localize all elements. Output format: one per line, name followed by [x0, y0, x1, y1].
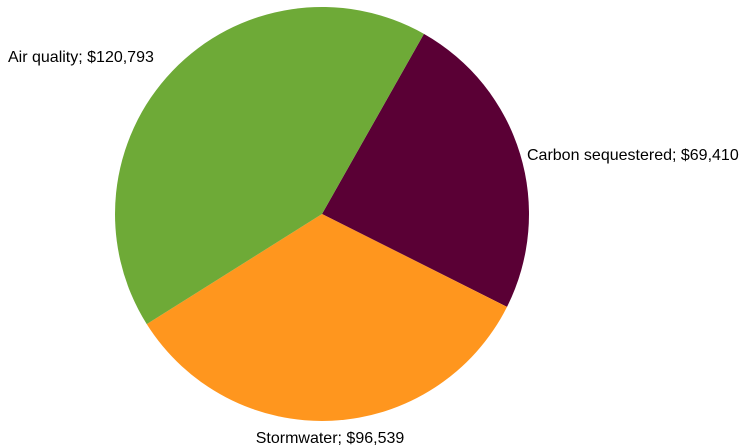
slice-label-carbon-sequestered: Carbon sequestered; $69,410 — [527, 147, 739, 164]
pie-slice-carbon-sequestered — [322, 33, 529, 307]
pie-slice-stormwater — [146, 214, 508, 421]
pie-slices — [115, 7, 529, 421]
slice-label-air-quality: Air quality; $120,793 — [8, 49, 154, 66]
pie-slice-air-quality — [115, 7, 424, 325]
slice-label-stormwater: Stormwater; $96,539 — [256, 430, 405, 447]
